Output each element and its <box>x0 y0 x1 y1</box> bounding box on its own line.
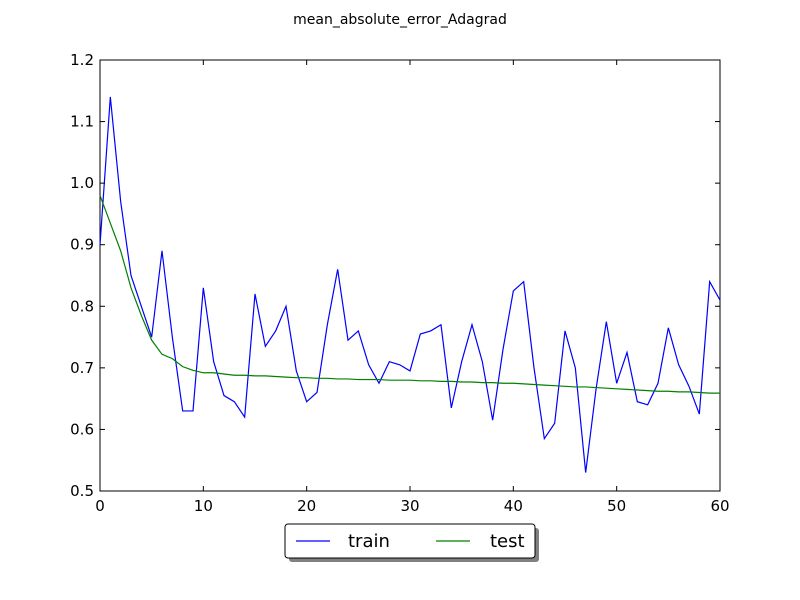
y-tick-label: 1.1 <box>70 113 94 131</box>
plot-area <box>99 59 721 492</box>
axis-ticks: 0 10 20 30 40 50 60 0.5 0.6 0.7 0.8 0.9 1.0 1.1 1.2 <box>70 51 729 515</box>
series-line-train <box>99 96 721 473</box>
legend-train-label: train <box>348 531 390 552</box>
chart-title: mean_absolute_error_Adagrad <box>293 12 507 28</box>
legend-test-label: test <box>490 531 525 552</box>
x-tick-label: 50 <box>607 497 626 515</box>
series-line-test <box>99 195 720 394</box>
x-tick-label: 60 <box>710 497 729 515</box>
legend-box <box>284 523 536 559</box>
y-tick-label: 0.5 <box>70 482 94 500</box>
x-tick-label: 10 <box>194 497 213 515</box>
y-tick-label: 0.6 <box>70 420 94 438</box>
y-tick-label: 0.8 <box>70 297 94 315</box>
y-tick-label: 1.2 <box>70 51 94 69</box>
x-tick-label: 0 <box>95 497 105 515</box>
legend: train test <box>284 523 539 562</box>
y-tick-label: 0.7 <box>70 359 94 377</box>
series-layer <box>99 96 721 473</box>
y-tick-label: 1.0 <box>70 174 94 192</box>
x-tick-label: 30 <box>400 497 419 515</box>
y-tick-label: 0.9 <box>70 236 94 254</box>
x-tick-label: 40 <box>504 497 523 515</box>
x-tick-label: 20 <box>297 497 316 515</box>
